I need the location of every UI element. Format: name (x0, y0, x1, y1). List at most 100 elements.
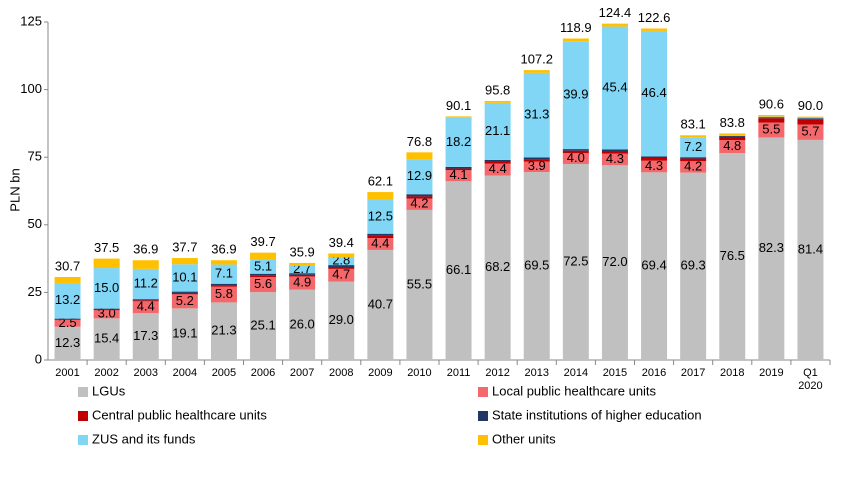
bar-segment (484, 159, 511, 162)
y-tick-label: 125 (20, 13, 42, 28)
bar-segment (367, 233, 394, 236)
value-label: 82.3 (759, 240, 784, 255)
bar-segment (484, 100, 511, 103)
total-label: 90.1 (446, 98, 471, 113)
x-tick-label: 2012 (485, 367, 510, 379)
value-label: 4.4 (137, 299, 155, 314)
bar-segment (719, 135, 746, 137)
legend-label: LGUs (92, 383, 126, 398)
legend-swatch (478, 435, 488, 445)
bar-segment (523, 157, 550, 160)
value-label: 10.1 (172, 269, 197, 284)
bar-segment (250, 252, 277, 260)
bar-segment (210, 264, 237, 284)
value-label: 18.2 (446, 134, 471, 149)
bar-segment (601, 23, 628, 27)
bar-segment (445, 168, 472, 171)
bar-segment (328, 281, 355, 360)
bar-segment (132, 313, 159, 360)
bar-segment (171, 291, 198, 293)
value-label: 4.1 (450, 167, 468, 182)
total-label: 107.2 (520, 52, 553, 67)
value-label: 4.2 (410, 196, 428, 211)
total-label: 37.5 (94, 240, 119, 255)
y-axis-label: PLN bn (7, 168, 22, 211)
value-label: 15.4 (94, 331, 119, 346)
value-label: 4.9 (293, 275, 311, 290)
bar-segment (250, 275, 277, 277)
bar-segment (562, 38, 589, 42)
bar-segment (641, 30, 668, 157)
bar-segment (601, 150, 628, 154)
value-label: 4.8 (723, 138, 741, 153)
bar-segment (93, 308, 120, 310)
x-tick-label: 2006 (250, 367, 276, 379)
bar-segment (54, 319, 81, 320)
bar-segment (93, 310, 120, 319)
bar-segment (641, 172, 668, 360)
bar-segment (719, 140, 746, 154)
bar-segment (484, 163, 511, 176)
bar-segment (445, 170, 472, 182)
bar-segment (132, 299, 159, 301)
legend-label: Other units (492, 431, 556, 446)
x-tick-label: 2015 (602, 367, 628, 379)
bar-segment (406, 194, 433, 197)
x-tick-label: 2013 (524, 367, 549, 379)
value-label: 5.5 (762, 121, 780, 136)
bar-segment (601, 153, 628, 166)
bar-segment (289, 289, 316, 360)
x-tick-label: 2004 (172, 367, 198, 379)
bar-segment (406, 152, 433, 160)
x-tick-label: 2001 (55, 367, 80, 379)
bar-segment (680, 161, 707, 173)
value-label: 69.4 (641, 258, 666, 273)
bar-segment (406, 159, 433, 195)
bar-segment (171, 294, 198, 309)
x-tick-label: 2017 (680, 367, 706, 379)
value-label: 66.1 (446, 262, 471, 277)
bar-segment (328, 266, 355, 269)
value-label: 4.4 (371, 235, 389, 250)
y-tick-label: 50 (28, 216, 42, 231)
bar-segment (562, 153, 589, 164)
bar-segment (171, 308, 198, 360)
value-label: 12.9 (407, 168, 432, 183)
total-label: 83.8 (720, 115, 745, 130)
value-label: 4.3 (606, 151, 624, 166)
bar-segment (797, 116, 824, 118)
bar-segment (797, 118, 824, 120)
x-tick-label: 2002 (94, 367, 119, 379)
bar-segment (680, 158, 707, 162)
bar-segment (523, 161, 550, 173)
bar-segment (523, 70, 550, 73)
bar-segment (758, 118, 785, 123)
value-label: 21.3 (211, 323, 236, 338)
x-tick-label: 2016 (641, 367, 667, 379)
bar-segment (562, 149, 589, 151)
bar-segment (641, 28, 668, 31)
bar-segment (132, 268, 159, 300)
value-label: 4.0 (567, 150, 585, 165)
bar-segment (132, 260, 159, 269)
bar-segment (758, 137, 785, 360)
value-label: 12.3 (55, 335, 80, 350)
bar-segment (797, 139, 824, 360)
bar-segment (54, 319, 81, 327)
value-label: 25.1 (250, 318, 275, 333)
value-label: 45.4 (602, 79, 627, 94)
value-label: 15.0 (94, 280, 119, 295)
value-label: 4.3 (645, 158, 663, 173)
x-tick-label: 2011 (446, 367, 471, 379)
value-label: 7.2 (684, 139, 702, 154)
legend-swatch (78, 435, 88, 445)
bar-segment (406, 209, 433, 360)
total-label: 37.7 (172, 239, 197, 254)
bar-segment (54, 326, 81, 360)
value-label: 68.2 (485, 259, 510, 274)
bar-segment (719, 136, 746, 141)
bar-segment (93, 309, 120, 311)
value-label: 69.5 (524, 257, 549, 272)
